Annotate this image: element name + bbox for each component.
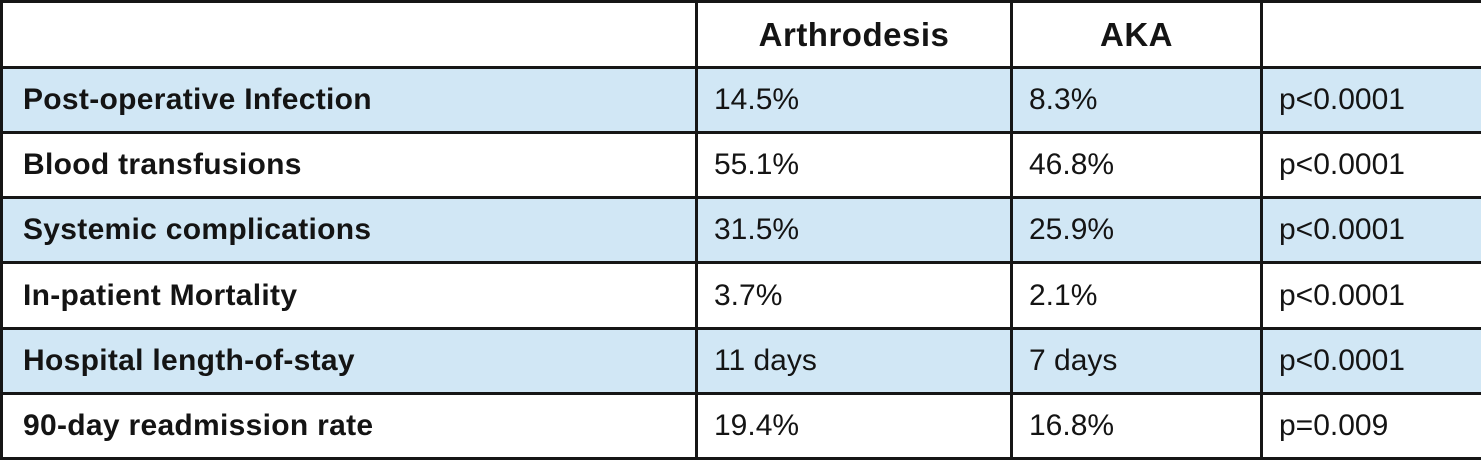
row-label: Systemic complications	[0, 196, 698, 265]
table-row: Hospital length-of-stay 11 days 7 days p<0.…	[0, 326, 1481, 395]
table-row: Blood transfusions 55.1% 46.8% p<0.0001	[0, 131, 1481, 200]
row-label: 90-day readmission rate	[0, 391, 698, 460]
header-cell-arthrodesis: Arthrodesis	[695, 0, 1013, 69]
header-cell-pvalue	[1260, 0, 1481, 69]
header-cell-empty	[0, 0, 698, 69]
p-value: p=0.009	[1260, 391, 1481, 460]
arthrodesis-value: 31.5%	[695, 196, 1013, 265]
aka-value: 16.8%	[1010, 391, 1263, 460]
p-value: p<0.0001	[1260, 326, 1481, 395]
aka-value: 46.8%	[1010, 131, 1263, 200]
p-value: p<0.0001	[1260, 261, 1481, 330]
p-value: p<0.0001	[1260, 131, 1481, 200]
table-row: 90-day readmission rate 19.4% 16.8% p=0.009	[0, 391, 1481, 460]
arthrodesis-value: 19.4%	[695, 391, 1013, 460]
arthrodesis-value: 3.7%	[695, 261, 1013, 330]
aka-value: 2.1%	[1010, 261, 1263, 330]
aka-value: 8.3%	[1010, 65, 1263, 135]
row-label: Post-operative Infection	[0, 65, 698, 135]
arthrodesis-value: 11 days	[695, 326, 1013, 395]
row-label: Hospital length-of-stay	[0, 326, 698, 395]
table-row: Systemic complications 31.5% 25.9% p<0.0001	[0, 196, 1481, 265]
header-row: Arthrodesis AKA	[0, 0, 1481, 69]
header-cell-aka: AKA	[1010, 0, 1263, 69]
table-row: In-patient Mortality 3.7% 2.1% p<0.0001	[0, 261, 1481, 330]
row-label: In-patient Mortality	[0, 261, 698, 330]
p-value: p<0.0001	[1260, 65, 1481, 135]
aka-value: 7 days	[1010, 326, 1263, 395]
arthrodesis-value: 55.1%	[695, 131, 1013, 200]
row-label: Blood transfusions	[0, 131, 698, 200]
aka-value: 25.9%	[1010, 196, 1263, 265]
arthrodesis-value: 14.5%	[695, 65, 1013, 135]
p-value: p<0.0001	[1260, 196, 1481, 265]
table-row: Post-operative Infection 14.5% 8.3% p<0.000…	[0, 65, 1481, 135]
